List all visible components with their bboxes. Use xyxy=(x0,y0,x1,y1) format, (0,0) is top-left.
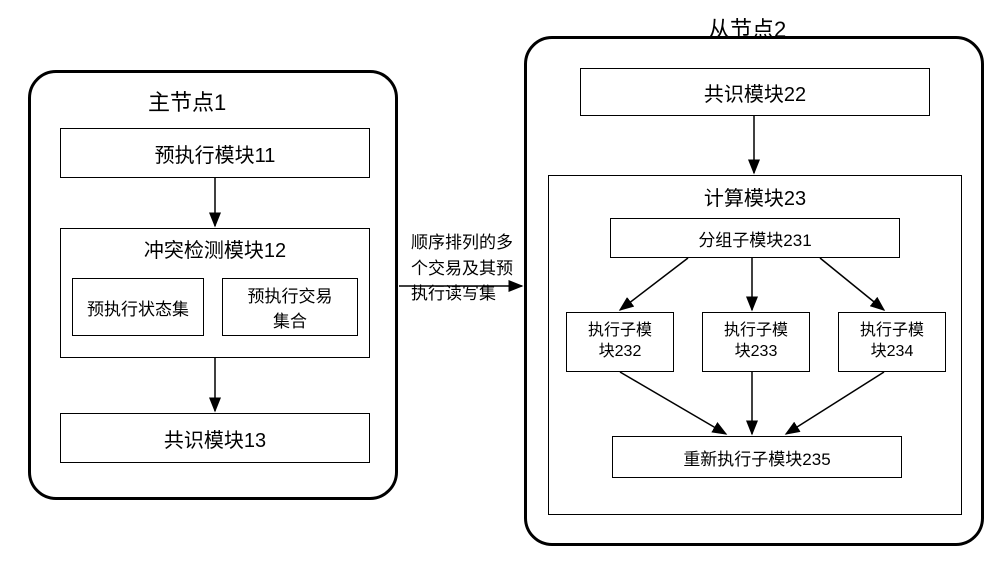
exec3-label: 执行子模块234 xyxy=(860,321,924,363)
middle-arrow-label: 顺序排列的多 个交易及其预 执行读写集 xyxy=(411,230,513,307)
exec-sub-module-233: 执行子模块233 xyxy=(702,312,810,372)
exec1-label: 执行子模块232 xyxy=(588,321,652,363)
pre-exec-tx-set-label: 预执行交易集合 xyxy=(248,282,333,332)
slave-node-title: 从节点2 xyxy=(708,12,786,44)
exec2-label: 执行子模块233 xyxy=(724,321,788,363)
middle-line-1: 顺序排列的多 xyxy=(411,233,513,252)
pre-exec-state-set: 预执行状态集 xyxy=(72,278,204,336)
pre-exec-module: 预执行模块11 xyxy=(60,128,370,178)
conflict-detect-label: 冲突检测模块12 xyxy=(60,234,370,264)
middle-line-3: 执行读写集 xyxy=(411,284,496,303)
compute-module-label: 计算模块23 xyxy=(548,182,962,210)
master-node-title: 主节点1 xyxy=(148,85,226,117)
consensus-module-22: 共识模块22 xyxy=(580,68,930,116)
exec-sub-module-232: 执行子模块232 xyxy=(566,312,674,372)
group-sub-module: 分组子模块231 xyxy=(610,218,900,258)
reexec-sub-module: 重新执行子模块235 xyxy=(612,436,902,478)
pre-exec-tx-set: 预执行交易集合 xyxy=(222,278,358,336)
consensus-module-13: 共识模块13 xyxy=(60,413,370,463)
middle-line-2: 个交易及其预 xyxy=(411,259,513,278)
exec-sub-module-234: 执行子模块234 xyxy=(838,312,946,372)
